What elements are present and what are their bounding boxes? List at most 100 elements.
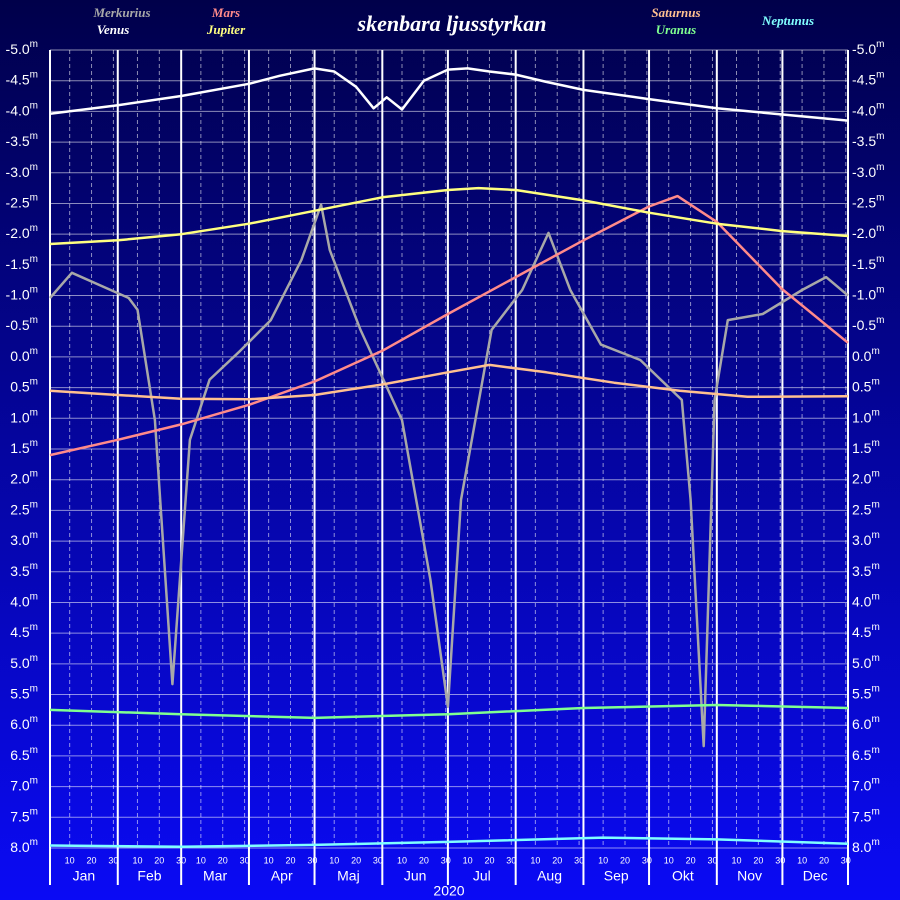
legend-label: Venus — [97, 22, 130, 37]
y-tick-value: -4.0 — [6, 102, 30, 118]
y-tick-unit: m — [30, 837, 38, 848]
y-tick-unit: m — [30, 131, 38, 142]
y-tick-unit: m — [876, 315, 884, 326]
y-tick-value: 5.5 — [852, 685, 872, 701]
y-tick-unit: m — [876, 100, 884, 111]
y-tick-unit: m — [30, 714, 38, 725]
y-tick-label: -1.5m — [6, 253, 38, 271]
y-tick-unit: m — [871, 775, 879, 786]
y-tick-unit: m — [876, 284, 884, 295]
y-tick-unit: m — [30, 775, 38, 786]
y-tick-label: 1.5m — [852, 438, 880, 456]
day-tick-label: 30 — [307, 855, 317, 865]
y-tick-value: -4.5 — [6, 71, 30, 87]
y-tick-value: -1.0 — [6, 286, 30, 302]
y-tick-value: 3.5 — [10, 562, 30, 578]
y-tick-label: -4.0m — [6, 100, 38, 118]
y-tick-unit: m — [871, 745, 879, 756]
y-tick-value: 2.0 — [852, 470, 872, 486]
y-tick-value: 1.0 — [10, 409, 30, 425]
y-tick-label: 4.5m — [10, 622, 38, 640]
y-tick-unit: m — [871, 499, 879, 510]
legend-label: Mars — [211, 5, 240, 20]
y-tick-label: 7.0m — [852, 775, 880, 793]
day-tick-label: 10 — [797, 855, 807, 865]
day-tick-label: 10 — [329, 855, 339, 865]
y-tick-label: 2.5m — [852, 499, 880, 517]
y-tick-unit: m — [30, 622, 38, 633]
y-tick-unit: m — [871, 376, 879, 387]
day-tick-label: 20 — [419, 855, 429, 865]
day-tick-label: 10 — [530, 855, 540, 865]
y-tick-label: 8.0m — [852, 837, 880, 855]
y-tick-label: -3.5m — [6, 131, 38, 149]
y-tick-label: -1.0m — [852, 284, 884, 302]
y-tick-value: -2.5 — [852, 194, 876, 210]
y-tick-unit: m — [30, 468, 38, 479]
day-tick-label: 20 — [819, 855, 829, 865]
y-tick-unit: m — [30, 69, 38, 80]
y-tick-unit: m — [30, 499, 38, 510]
y-tick-unit: m — [30, 100, 38, 111]
y-tick-label: 7.5m — [10, 806, 38, 824]
y-tick-value: -2.5 — [6, 194, 30, 210]
day-tick-label: 10 — [664, 855, 674, 865]
day-tick-label: 30 — [108, 855, 118, 865]
y-tick-label: -2.5m — [852, 192, 884, 210]
day-tick-label: 20 — [552, 855, 562, 865]
y-tick-unit: m — [871, 652, 879, 663]
y-tick-label: 4.5m — [852, 622, 880, 640]
y-tick-value: 0.5 — [10, 378, 30, 394]
x-tick-label: Jan — [73, 868, 96, 884]
y-tick-label: -5.0m — [852, 39, 884, 57]
y-tick-label: 3.5m — [10, 560, 38, 578]
x-tick-label: Apr — [271, 868, 293, 884]
x-tick-label: Jul — [473, 868, 491, 884]
day-tick-label: 20 — [686, 855, 696, 865]
y-tick-label: 0.0m — [10, 346, 38, 364]
y-tick-unit: m — [876, 253, 884, 264]
y-tick-value: 1.5 — [10, 440, 30, 456]
series-line — [49, 186, 849, 246]
y-tick-unit: m — [871, 683, 879, 694]
y-tick-label: -3.5m — [852, 131, 884, 149]
y-tick-value: -5.0 — [852, 41, 876, 57]
y-tick-value: 1.0 — [852, 409, 872, 425]
y-tick-unit: m — [30, 284, 38, 295]
y-tick-value: 7.5 — [10, 808, 30, 824]
x-tick-label: Nov — [737, 868, 762, 884]
y-tick-unit: m — [871, 591, 879, 602]
x-tick-label: Feb — [137, 868, 161, 884]
y-tick-unit: m — [30, 192, 38, 203]
y-tick-unit: m — [871, 346, 879, 357]
day-tick-label: 10 — [65, 855, 75, 865]
y-tick-label: -2.0m — [6, 223, 38, 241]
day-tick-label: 20 — [218, 855, 228, 865]
y-tick-value: 8.0 — [10, 839, 30, 855]
y-tick-label: 7.5m — [852, 806, 880, 824]
y-tick-unit: m — [30, 223, 38, 234]
y-tick-label: -1.5m — [852, 253, 884, 271]
y-tick-unit: m — [876, 131, 884, 142]
y-tick-unit: m — [871, 438, 879, 449]
y-tick-value: 2.5 — [852, 501, 872, 517]
y-tick-value: -3.5 — [6, 133, 30, 149]
y-tick-label: 3.0m — [10, 530, 38, 548]
y-tick-value: 7.0 — [852, 777, 872, 793]
y-tick-value: 4.5 — [852, 624, 872, 640]
y-tick-unit: m — [30, 39, 38, 50]
y-tick-value: 2.0 — [10, 470, 30, 486]
y-tick-unit: m — [871, 560, 879, 571]
y-tick-value: -0.5 — [6, 317, 30, 333]
y-tick-unit: m — [30, 591, 38, 602]
y-tick-label: -1.0m — [6, 284, 38, 302]
y-tick-unit: m — [30, 376, 38, 387]
y-tick-value: -1.0 — [852, 286, 876, 302]
y-tick-value: 0.0 — [852, 348, 872, 364]
y-tick-unit: m — [871, 837, 879, 848]
day-tick-label: 20 — [154, 855, 164, 865]
y-tick-value: 4.0 — [852, 593, 872, 609]
series-line — [49, 203, 849, 748]
y-tick-label: 2.0m — [852, 468, 880, 486]
